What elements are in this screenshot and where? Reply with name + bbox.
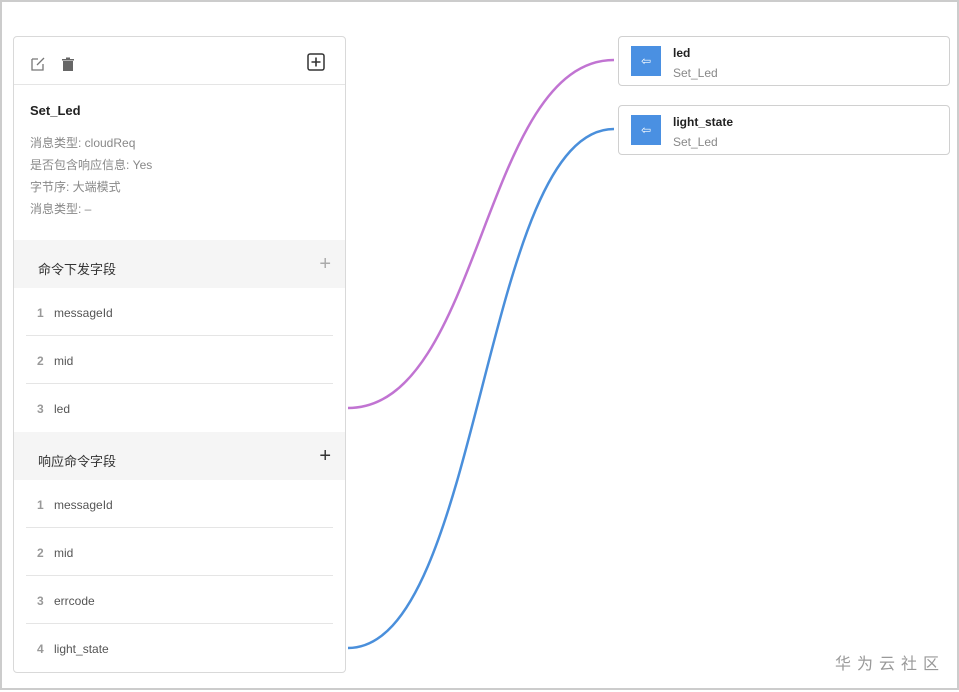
watermark: 华为云社区 — [834, 656, 945, 673]
field-index: 2 — [37, 546, 44, 560]
command-card: Set_Led 消息类型: cloudReq 是否包含响应信息: Yes 字节序… — [13, 36, 346, 673]
field-name: messageId — [54, 498, 113, 512]
field-index: 2 — [37, 354, 44, 368]
field-index: 3 — [37, 402, 44, 416]
info-line: 是否包含响应信息: Yes — [30, 158, 153, 172]
property-name: led — [673, 46, 691, 60]
add-field-button[interactable]: + — [319, 445, 331, 467]
field-index: 1 — [37, 306, 44, 320]
card-toolbar — [14, 37, 345, 85]
mapping-line-light-state — [347, 127, 615, 650]
property-command: Set_Led — [673, 135, 718, 149]
field-name: led — [54, 402, 71, 416]
command-title: Set_Led — [30, 103, 81, 118]
property-icon: ⇦ — [631, 46, 661, 76]
add-box-icon[interactable] — [307, 53, 325, 71]
edit-icon[interactable] — [31, 57, 45, 71]
field-row[interactable]: 2 mid — [26, 528, 333, 576]
delete-icon[interactable] — [61, 57, 75, 71]
mapping-line-led — [347, 58, 615, 410]
property-icon: ⇦ — [631, 115, 661, 145]
field-name: messageId — [54, 306, 113, 320]
field-name: mid — [54, 546, 74, 560]
property-card-led[interactable]: ⇦ led Set_Led — [618, 36, 950, 86]
property-card-light-state[interactable]: ⇦ light_state Set_Led — [618, 105, 950, 155]
field-index: 1 — [37, 498, 44, 512]
section-header-response: 响应命令字段 + — [14, 432, 345, 480]
field-row[interactable]: 4 light_state — [26, 624, 333, 672]
section-label: 响应命令字段 — [38, 454, 117, 469]
field-name: errcode — [54, 594, 95, 608]
section-header-request: 命令下发字段 + — [14, 240, 345, 288]
command-info: Set_Led 消息类型: cloudReq 是否包含响应信息: Yes 字节序… — [14, 85, 345, 240]
field-row[interactable]: 3 errcode — [26, 576, 333, 624]
property-name: light_state — [673, 115, 734, 129]
property-command: Set_Led — [673, 66, 718, 80]
info-line: 消息类型: – — [30, 202, 92, 216]
field-row[interactable]: 3 led — [26, 384, 333, 432]
field-index: 4 — [37, 642, 44, 656]
field-row[interactable]: 2 mid — [26, 336, 333, 384]
info-line: 消息类型: cloudReq — [30, 136, 136, 150]
field-name: light_state — [54, 642, 109, 656]
field-index: 3 — [37, 594, 44, 608]
field-row[interactable]: 1 messageId — [26, 480, 333, 528]
add-field-button[interactable]: + — [319, 253, 331, 275]
field-row[interactable]: 1 messageId — [26, 288, 333, 336]
section-label: 命令下发字段 — [38, 262, 117, 277]
field-name: mid — [54, 354, 74, 368]
info-line: 字节序: 大端模式 — [30, 180, 121, 194]
